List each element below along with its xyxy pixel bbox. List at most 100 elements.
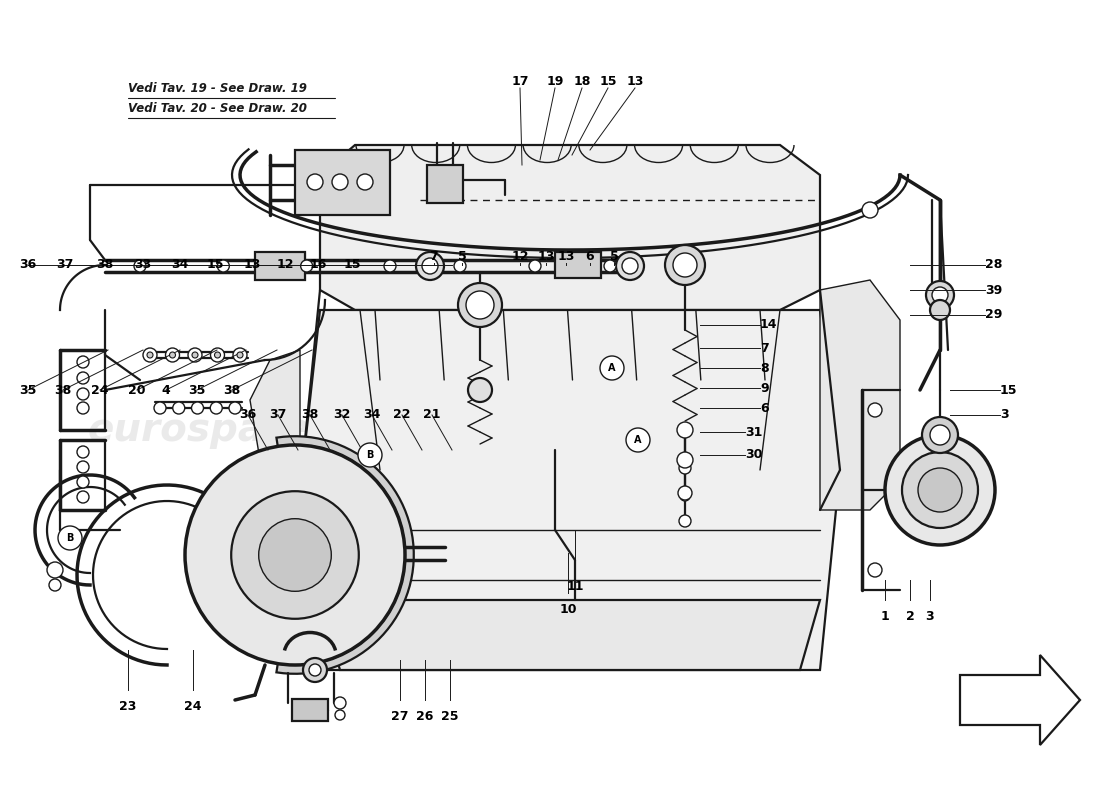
Circle shape bbox=[621, 258, 638, 274]
Text: 25: 25 bbox=[441, 710, 459, 723]
Text: Vedi Tav. 20 - See Draw. 20: Vedi Tav. 20 - See Draw. 20 bbox=[128, 102, 307, 114]
Circle shape bbox=[192, 352, 198, 358]
Text: 13: 13 bbox=[558, 250, 574, 263]
Text: 22: 22 bbox=[394, 409, 410, 422]
Text: 9: 9 bbox=[760, 382, 769, 394]
Text: 6: 6 bbox=[585, 250, 594, 263]
Circle shape bbox=[77, 372, 89, 384]
Polygon shape bbox=[320, 145, 820, 310]
Text: 10: 10 bbox=[559, 603, 576, 616]
Circle shape bbox=[214, 352, 220, 358]
Text: 18: 18 bbox=[573, 75, 591, 88]
Circle shape bbox=[918, 468, 962, 512]
Circle shape bbox=[926, 281, 954, 309]
Text: 35: 35 bbox=[188, 383, 206, 397]
Polygon shape bbox=[960, 655, 1080, 745]
Polygon shape bbox=[300, 310, 840, 670]
Circle shape bbox=[218, 260, 229, 272]
Bar bbox=[427, 165, 463, 203]
Circle shape bbox=[454, 260, 466, 272]
Text: 15: 15 bbox=[600, 75, 617, 88]
Circle shape bbox=[422, 258, 438, 274]
Circle shape bbox=[77, 402, 89, 414]
Text: 20: 20 bbox=[129, 383, 145, 397]
Circle shape bbox=[616, 252, 644, 280]
Circle shape bbox=[604, 260, 616, 272]
Circle shape bbox=[336, 710, 345, 720]
Text: 24: 24 bbox=[91, 383, 109, 397]
Text: 15: 15 bbox=[1000, 383, 1018, 397]
Circle shape bbox=[309, 664, 321, 676]
Bar bbox=[255, 252, 305, 280]
Text: 30: 30 bbox=[745, 449, 762, 462]
Text: A: A bbox=[635, 435, 641, 445]
Circle shape bbox=[680, 491, 690, 501]
Text: 32: 32 bbox=[333, 409, 351, 422]
Circle shape bbox=[154, 402, 166, 414]
Text: 38: 38 bbox=[54, 383, 72, 397]
Text: Vedi Tav. 19 - See Draw. 19: Vedi Tav. 19 - See Draw. 19 bbox=[128, 82, 307, 94]
Polygon shape bbox=[250, 350, 300, 470]
Text: eurospares: eurospares bbox=[497, 561, 742, 599]
Circle shape bbox=[77, 446, 89, 458]
Circle shape bbox=[173, 402, 185, 414]
Text: 34: 34 bbox=[363, 409, 381, 422]
Circle shape bbox=[77, 388, 89, 400]
Text: 16: 16 bbox=[309, 258, 327, 271]
Circle shape bbox=[678, 486, 692, 500]
Circle shape bbox=[300, 260, 312, 272]
Circle shape bbox=[862, 202, 878, 218]
Circle shape bbox=[77, 491, 89, 503]
Bar bbox=[292, 699, 328, 721]
Text: 1: 1 bbox=[881, 610, 890, 623]
Text: 19: 19 bbox=[547, 75, 563, 88]
Circle shape bbox=[358, 174, 373, 190]
Circle shape bbox=[902, 452, 978, 528]
Text: 11: 11 bbox=[566, 580, 584, 593]
Circle shape bbox=[358, 443, 382, 467]
Circle shape bbox=[679, 462, 691, 474]
Circle shape bbox=[191, 402, 204, 414]
Circle shape bbox=[930, 300, 950, 320]
Text: 8: 8 bbox=[760, 362, 769, 374]
Text: 24: 24 bbox=[185, 700, 201, 713]
Circle shape bbox=[886, 435, 996, 545]
Circle shape bbox=[77, 356, 89, 368]
Text: 3: 3 bbox=[926, 610, 934, 623]
Text: 38: 38 bbox=[301, 409, 319, 422]
Circle shape bbox=[922, 417, 958, 453]
Bar bbox=[556, 252, 601, 278]
Text: 23: 23 bbox=[119, 700, 136, 713]
Text: eurospares: eurospares bbox=[87, 411, 333, 449]
Circle shape bbox=[466, 291, 494, 319]
Circle shape bbox=[868, 563, 882, 577]
Text: 28: 28 bbox=[984, 258, 1002, 271]
Circle shape bbox=[229, 402, 241, 414]
Circle shape bbox=[626, 428, 650, 452]
Text: A: A bbox=[608, 363, 616, 373]
Text: 12: 12 bbox=[276, 258, 294, 271]
Text: B: B bbox=[366, 450, 374, 460]
Circle shape bbox=[169, 352, 176, 358]
Text: 37: 37 bbox=[270, 409, 287, 422]
Text: 31: 31 bbox=[745, 426, 762, 438]
Circle shape bbox=[165, 348, 179, 362]
Text: 2: 2 bbox=[905, 610, 914, 623]
Circle shape bbox=[529, 260, 541, 272]
Circle shape bbox=[210, 348, 224, 362]
Text: 15: 15 bbox=[343, 258, 361, 271]
Text: 13: 13 bbox=[626, 75, 644, 88]
Text: 15: 15 bbox=[207, 258, 223, 271]
Circle shape bbox=[307, 174, 323, 190]
Text: 34: 34 bbox=[172, 258, 189, 271]
Polygon shape bbox=[295, 150, 390, 215]
Circle shape bbox=[77, 476, 89, 488]
Polygon shape bbox=[820, 280, 900, 510]
Text: 13: 13 bbox=[243, 258, 261, 271]
Text: 29: 29 bbox=[984, 309, 1002, 322]
Circle shape bbox=[416, 252, 444, 280]
Circle shape bbox=[233, 348, 248, 362]
Circle shape bbox=[932, 287, 948, 303]
Circle shape bbox=[600, 356, 624, 380]
Text: 35: 35 bbox=[20, 383, 36, 397]
